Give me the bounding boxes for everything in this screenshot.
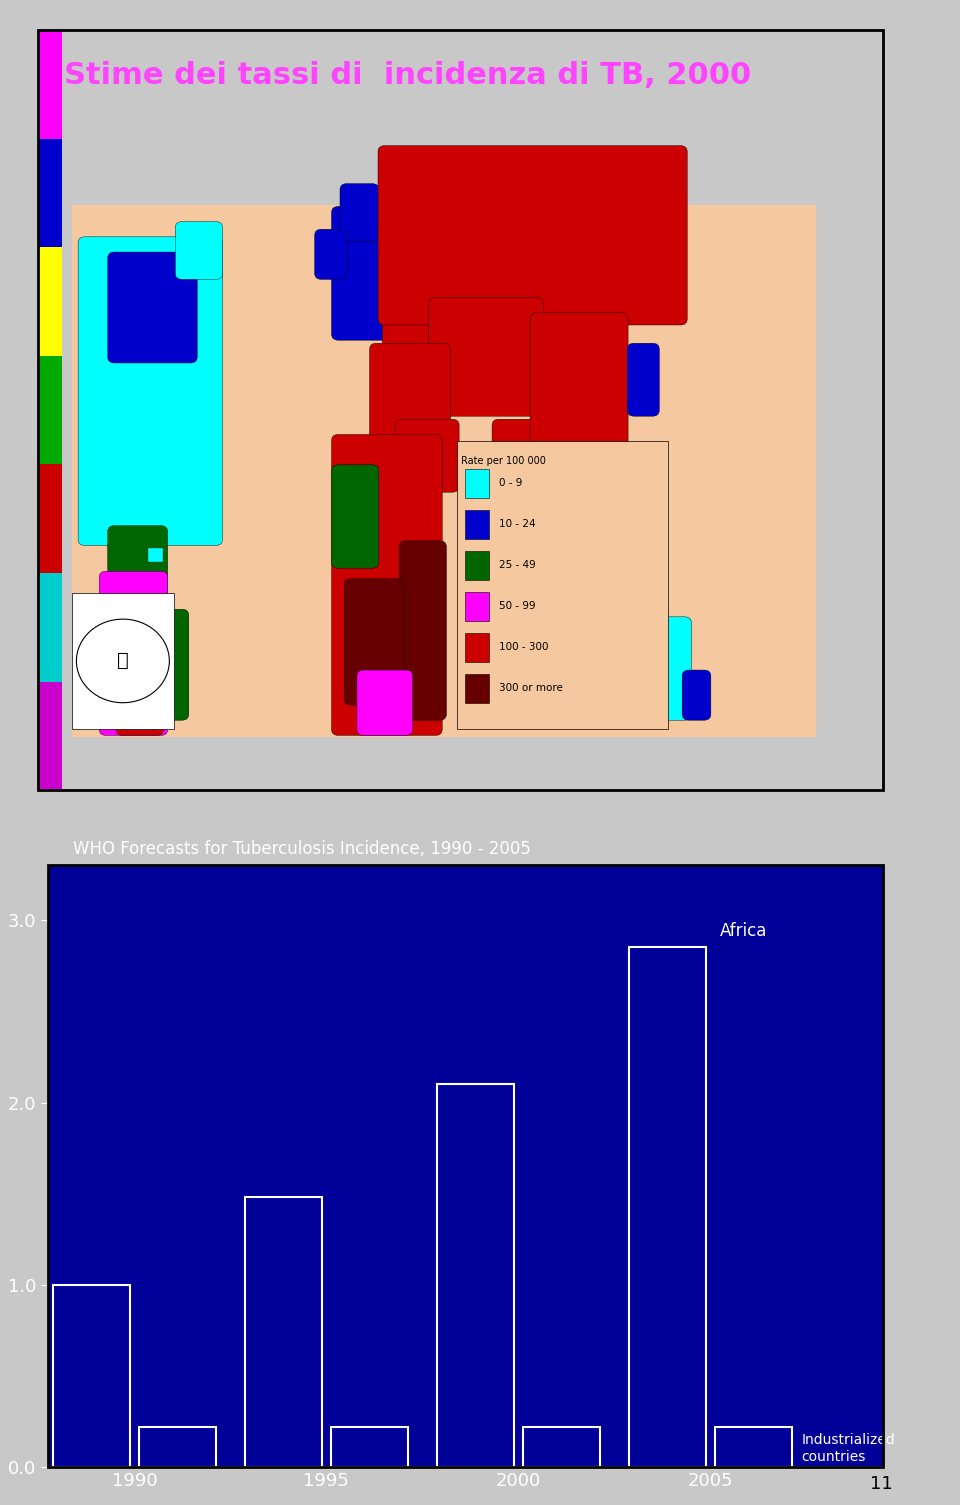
Text: Industrialized
countries: Industrialized countries	[802, 1433, 896, 1464]
Text: 11: 11	[870, 1475, 893, 1493]
Text: 300 or more: 300 or more	[499, 683, 563, 694]
FancyBboxPatch shape	[429, 298, 543, 417]
FancyBboxPatch shape	[331, 206, 394, 340]
FancyBboxPatch shape	[551, 442, 619, 607]
Circle shape	[640, 572, 654, 584]
Bar	[629, 948, 706, 1467]
Bar	[465, 468, 489, 498]
FancyBboxPatch shape	[399, 540, 446, 721]
FancyBboxPatch shape	[602, 617, 691, 721]
Circle shape	[77, 619, 169, 703]
Bar	[72, 593, 174, 730]
FancyBboxPatch shape	[492, 420, 561, 569]
Circle shape	[589, 617, 603, 629]
Bar	[465, 551, 489, 579]
Text: Africa: Africa	[720, 923, 767, 941]
Bar	[38, 247, 62, 355]
Text: Rate per 100 000: Rate per 100 000	[461, 456, 545, 465]
Bar	[38, 30, 62, 138]
FancyBboxPatch shape	[116, 677, 163, 736]
FancyBboxPatch shape	[345, 579, 404, 704]
FancyBboxPatch shape	[382, 313, 429, 370]
FancyBboxPatch shape	[176, 221, 223, 280]
Circle shape	[606, 587, 619, 599]
Bar	[38, 465, 62, 573]
Bar	[139, 1427, 216, 1467]
Text: WHO Forecasts for Tuberculosis Incidence, 1990 - 2005: WHO Forecasts for Tuberculosis Incidence…	[73, 840, 531, 858]
Bar	[465, 632, 489, 662]
Text: 50 - 99: 50 - 99	[499, 600, 536, 611]
FancyBboxPatch shape	[683, 670, 710, 721]
Bar	[437, 1084, 514, 1467]
FancyBboxPatch shape	[331, 465, 379, 569]
Text: 25 - 49: 25 - 49	[499, 560, 536, 570]
FancyBboxPatch shape	[395, 420, 459, 492]
Bar	[38, 138, 62, 247]
Bar	[38, 355, 62, 465]
Bar	[465, 674, 489, 703]
FancyBboxPatch shape	[530, 313, 628, 477]
Circle shape	[623, 602, 636, 614]
Bar	[465, 591, 489, 620]
Bar	[465, 510, 489, 539]
FancyBboxPatch shape	[78, 236, 223, 545]
Bar	[523, 1427, 600, 1467]
FancyBboxPatch shape	[108, 251, 197, 363]
FancyBboxPatch shape	[627, 343, 660, 417]
Bar	[38, 573, 62, 682]
Bar	[148, 548, 163, 563]
Text: 10 - 24: 10 - 24	[499, 519, 536, 530]
Bar	[53, 1285, 130, 1467]
Bar	[457, 441, 668, 730]
Text: 100 - 300: 100 - 300	[499, 643, 548, 652]
FancyBboxPatch shape	[99, 572, 168, 736]
Bar	[72, 205, 816, 737]
Bar	[38, 682, 62, 790]
FancyBboxPatch shape	[315, 229, 347, 280]
Text: Stime dei tassi di  incidenza di TB, 2000: Stime dei tassi di incidenza di TB, 2000	[63, 60, 751, 89]
Text: 🌐: 🌐	[117, 652, 129, 670]
Text: 0 - 9: 0 - 9	[499, 479, 522, 488]
Bar	[715, 1427, 792, 1467]
FancyBboxPatch shape	[108, 525, 168, 599]
FancyBboxPatch shape	[357, 670, 413, 736]
Bar	[331, 1427, 408, 1467]
FancyBboxPatch shape	[331, 435, 443, 736]
Bar	[245, 1198, 322, 1467]
FancyBboxPatch shape	[129, 610, 189, 721]
FancyBboxPatch shape	[378, 146, 687, 325]
FancyBboxPatch shape	[340, 184, 379, 241]
FancyBboxPatch shape	[370, 343, 450, 447]
